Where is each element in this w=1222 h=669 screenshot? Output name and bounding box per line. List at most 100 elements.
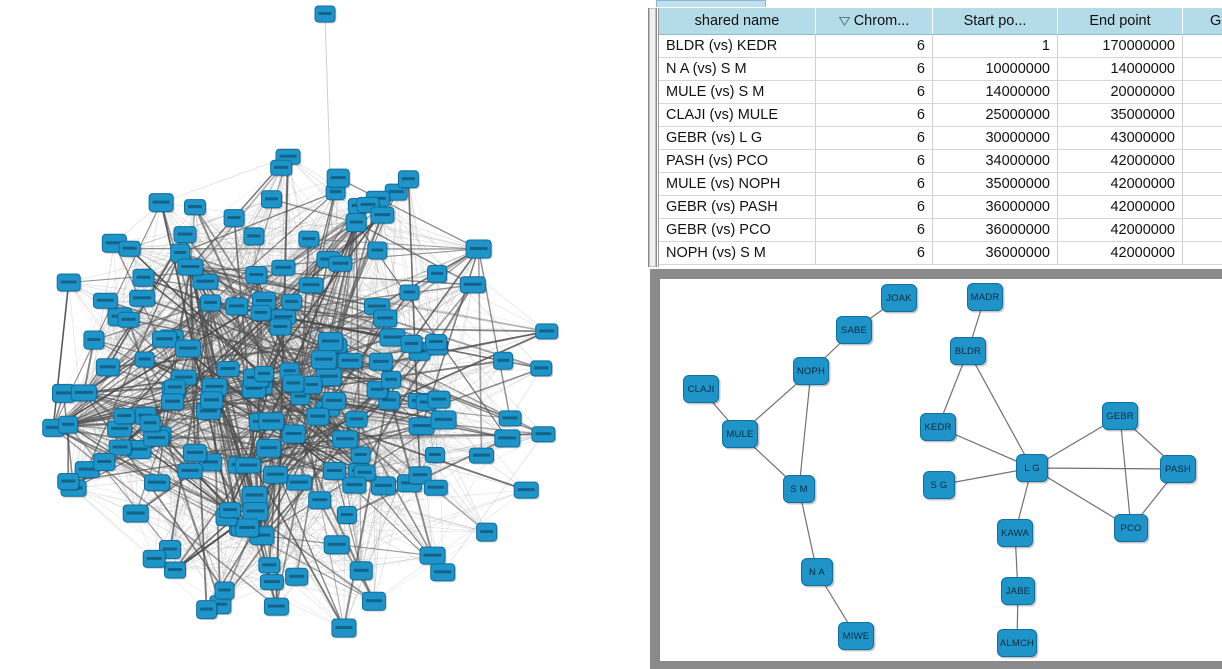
subnetwork-node-na[interactable]: N A [801,558,833,586]
main-network-node[interactable] [214,581,236,601]
main-network-node[interactable] [332,430,359,450]
main-network-node[interactable] [331,618,358,639]
main-network-node[interactable] [225,297,250,317]
table-cell-shared-name[interactable]: MULE (vs) NOPH [659,172,816,196]
table-cell-chrom[interactable]: 6 [815,126,933,150]
table-cell-genetic[interactable]: 8.4 [1182,218,1222,242]
subnetwork-edge[interactable] [1119,415,1132,529]
main-network-node[interactable] [306,407,331,427]
main-network-node[interactable] [282,374,306,394]
main-network-node[interactable] [56,273,82,293]
main-network-node[interactable] [370,206,396,225]
main-network-node[interactable] [107,420,133,439]
main-network-node[interactable] [262,465,289,485]
table-cell-end[interactable]: 42000000 [1057,241,1183,265]
table-cell-shared-name[interactable]: NOPH (vs) S M [659,241,816,265]
main-network-node[interactable] [367,241,389,261]
main-network-node[interactable] [108,439,133,457]
table-cell-shared-name[interactable]: GEBR (vs) L G [659,126,816,150]
table-row[interactable]: GEBR (vs) L G6300000004300000016.9 [659,126,1222,150]
main-network-node[interactable] [400,334,424,354]
main-network-node[interactable] [122,504,150,524]
main-network-node[interactable] [459,276,487,295]
main-network-node[interactable] [117,311,141,329]
table-cell-genetic[interactable]: 16.9 [1182,126,1222,150]
table-cell-end[interactable]: 42000000 [1057,149,1183,173]
subnetwork-node-joak[interactable]: JOAK [881,284,917,312]
main-network-node[interactable] [177,258,205,277]
main-network-node[interactable] [361,591,387,612]
main-network-node[interactable] [256,438,283,459]
main-network-node[interactable] [52,383,76,404]
table-header-endpoint[interactable]: End point [1057,8,1183,35]
table-row[interactable]: MULE (vs) NOPH6350000004200000010.5 [659,172,1222,196]
main-network-node[interactable] [143,429,171,448]
main-network-node[interactable] [368,352,394,372]
table-cell-end[interactable]: 14000000 [1057,57,1183,81]
subnetwork-node-bldr[interactable]: BLDR [950,337,986,365]
main-network-node[interactable] [161,393,185,412]
table-row[interactable]: GEBR (vs) PASH636000000420000008.9 [659,195,1222,219]
subnetwork-node-gebr[interactable]: GEBR [1102,402,1138,430]
main-network-node[interactable] [177,462,204,480]
main-network-node[interactable] [139,414,162,433]
subnetwork-node-madr[interactable]: MADR [967,283,1003,311]
table-cell-start[interactable]: 14000000 [932,80,1058,104]
main-network-node[interactable] [235,457,262,475]
main-network-node[interactable] [322,391,347,411]
table-cell-shared-name[interactable]: MULE (vs) S M [659,80,816,104]
main-network-node[interactable] [261,190,283,210]
main-network-node[interactable] [308,491,333,511]
main-network-node[interactable] [323,535,351,556]
table-scrollbar-thumb[interactable] [649,8,656,267]
main-network-node[interactable] [196,600,218,620]
main-network-node[interactable] [513,481,540,500]
table-cell-genetic[interactable]: 5.9 [1182,103,1222,127]
main-network-node[interactable] [132,268,156,288]
table-cell-shared-name[interactable]: GEBR (vs) PCO [659,218,816,242]
main-network-node[interactable] [535,323,560,341]
main-network-node[interactable] [245,266,269,285]
main-network-node[interactable] [381,370,402,390]
table-cell-start[interactable]: 25000000 [932,103,1058,127]
main-network-node[interactable] [465,239,493,260]
main-network-node[interactable] [315,367,343,388]
main-network-node[interactable] [326,168,351,189]
main-network-node[interactable] [163,379,187,397]
main-network-node[interactable] [192,273,220,291]
main-network-node[interactable] [241,486,269,506]
main-network-node[interactable] [427,264,448,284]
table-cell-end[interactable]: 20000000 [1057,80,1183,104]
subnetwork-edge[interactable] [967,350,1033,469]
table-cell-genetic[interactable]: 9.9 [1182,241,1222,265]
main-network-node[interactable] [281,293,303,311]
table-tab-strip[interactable] [656,0,766,7]
main-network-node[interactable] [263,597,290,617]
main-network-node[interactable] [271,259,297,277]
main-network-node[interactable] [325,184,347,201]
main-network-node[interactable] [430,563,457,583]
main-network-node[interactable] [223,209,246,228]
main-network-node[interactable] [337,352,364,370]
table-cell-end[interactable]: 42000000 [1057,195,1183,219]
table-cell-shared-name[interactable]: BLDR (vs) KEDR [659,34,816,58]
table-cell-genetic[interactable]: 11.4 [1182,149,1222,173]
main-network-node[interactable] [302,376,324,395]
main-network-node[interactable] [242,502,270,522]
subnetwork-node-sg[interactable]: S G [923,471,955,499]
table-cell-end[interactable]: 43000000 [1057,126,1183,150]
table-cell-chrom[interactable]: 6 [815,218,933,242]
table-cell-start[interactable]: 36000000 [932,218,1058,242]
main-network-node[interactable] [182,443,208,463]
main-network-node[interactable] [427,390,452,410]
main-network-node[interactable] [349,561,374,582]
main-network-node[interactable] [95,358,121,378]
table-cell-end[interactable]: 170000000 [1057,34,1183,58]
table-header-genetic[interactable]: Genetic... [1182,8,1222,35]
main-network-node[interactable] [336,506,358,525]
main-network-node[interactable] [298,277,325,295]
table-cell-chrom[interactable]: 6 [815,172,933,196]
main-network-node[interactable] [144,474,171,493]
subnetwork-node-claji[interactable]: CLAJI [683,375,719,403]
subnetwork-node-noph[interactable]: NOPH [793,357,829,385]
